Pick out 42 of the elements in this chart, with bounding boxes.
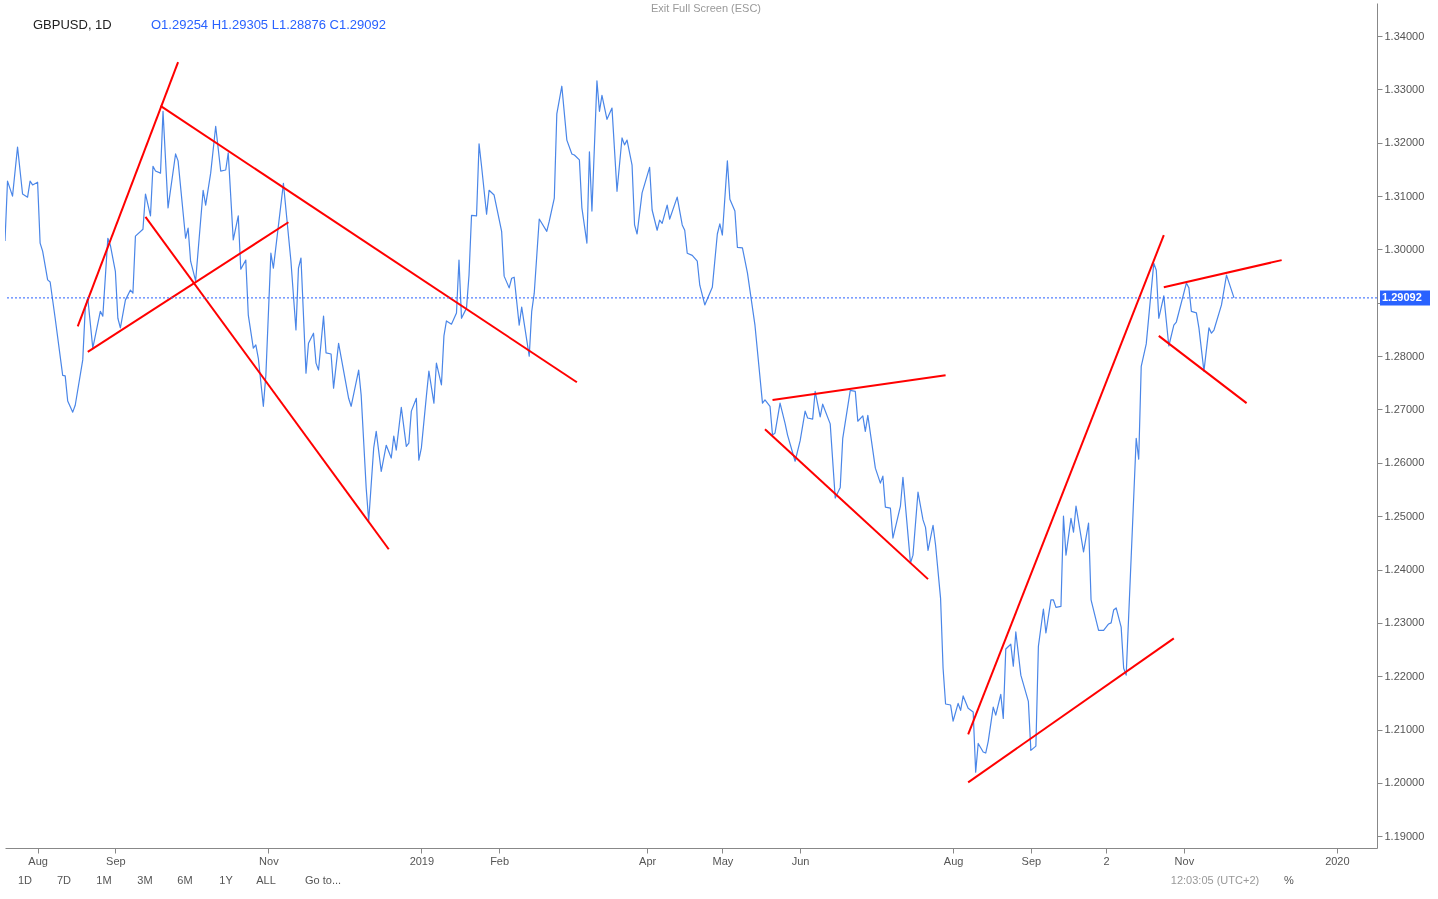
y-tick-label: 1.34000 xyxy=(1384,29,1425,42)
y-tick-label: 1.24000 xyxy=(1384,563,1425,576)
annotation: Exit Full Screen (ESC) xyxy=(650,2,762,14)
text: 3M xyxy=(137,874,153,886)
text: 12:03:05 (UTC+2) xyxy=(1170,874,1260,886)
y-tick-label: 1.21000 xyxy=(1384,723,1425,736)
y-tick-label: 1.23000 xyxy=(1384,616,1425,629)
text: GBPUSD, 1D xyxy=(33,17,112,32)
x-tick-label: Jun xyxy=(791,854,810,867)
y-tick-label: 1.28000 xyxy=(1384,349,1425,362)
y-tick-label: 1.26000 xyxy=(1384,456,1425,469)
ref-line-label: 1.29092 xyxy=(1382,290,1422,303)
y-tick-label: 1.31000 xyxy=(1384,189,1425,202)
y-tick-label: 1.27000 xyxy=(1384,403,1425,415)
x-tick-label: Apr xyxy=(639,854,657,867)
text: ALL xyxy=(256,874,276,886)
y-tick-label: 1.20000 xyxy=(1384,776,1425,789)
x-tick-label: 2020 xyxy=(1325,854,1350,867)
y-tick-label: 1.30000 xyxy=(1384,242,1425,255)
y-tick-label: 1.19000 xyxy=(1384,829,1425,842)
text: 1D xyxy=(17,874,33,886)
text: 1M xyxy=(96,874,112,886)
text: 1Y xyxy=(219,874,234,886)
text: % xyxy=(1284,874,1295,886)
y-tick-label: 1.25000 xyxy=(1384,509,1425,522)
x-tick-label: 2019 xyxy=(409,854,435,867)
x-tick-label: Aug xyxy=(28,854,48,867)
x-tick-label: Nov xyxy=(259,854,280,867)
x-tick-label: Aug xyxy=(943,854,964,867)
y-tick-label: 1.32000 xyxy=(1384,136,1425,149)
x-tick-label: Sep xyxy=(1021,854,1042,867)
text: Go to... xyxy=(305,874,342,886)
x-tick-label: 2 xyxy=(1103,854,1110,867)
text: 7D xyxy=(56,874,72,886)
x-tick-label: Sep xyxy=(106,854,126,867)
x-tick-label: Nov xyxy=(1174,854,1195,867)
text: 6M xyxy=(177,874,193,886)
y-tick-label: 1.33000 xyxy=(1384,82,1425,95)
text: O1.29254 H1.29305 L1.28876 C1.29092 xyxy=(151,17,386,32)
x-tick-label: Feb xyxy=(490,854,510,867)
y-tick-label: 1.22000 xyxy=(1384,669,1425,682)
x-tick-label: May xyxy=(712,854,734,867)
